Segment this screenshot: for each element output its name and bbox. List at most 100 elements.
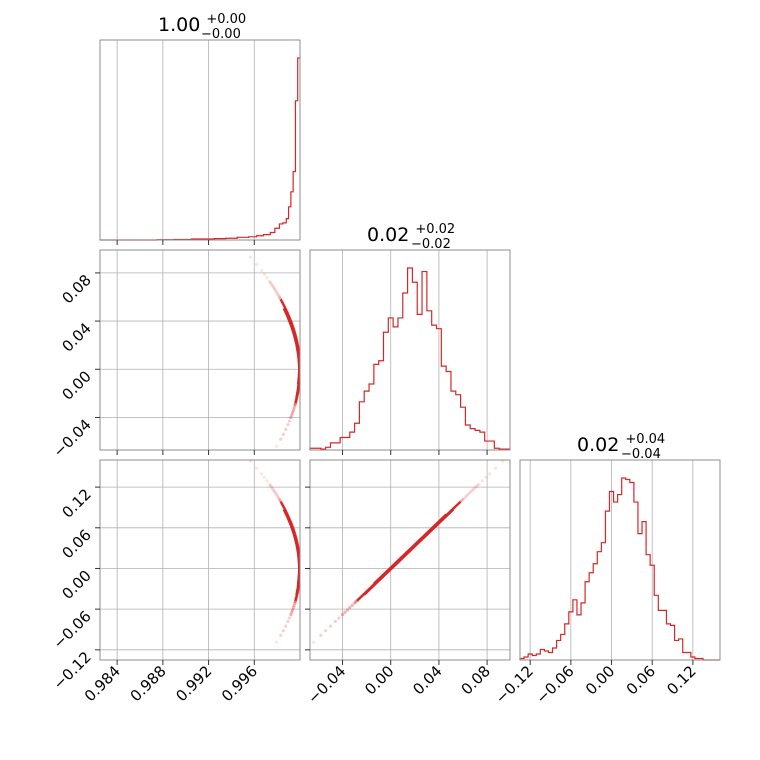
data-layer [100, 57, 720, 661]
scatter-p1-p3-contour-2 [286, 514, 300, 584]
scatter-p1-p2-point-11 [272, 286, 276, 291]
scatter-p1-p2-point-10 [271, 285, 276, 289]
scatter-p2-p3-point-118 [319, 633, 323, 637]
scatter-p1-p2-point-110 [291, 408, 295, 412]
scatter-p1-p3-point-14 [274, 493, 279, 497]
ytick-label-p2-2: 0.04 [58, 319, 94, 355]
scatter-p1-p3-point-19 [278, 498, 282, 503]
scatter-p2-p3-point-114 [337, 616, 341, 620]
scatter-p1-p2-point-111 [290, 411, 295, 415]
scatter-p1-p3-point-12 [273, 490, 277, 495]
scatter-p1-p2-point-3 [262, 272, 266, 276]
title-param-1-value: 1.00 [158, 14, 200, 36]
scatter-p2-p3-point-18 [461, 497, 465, 501]
scatter-p2-p3-point-10 [471, 488, 475, 492]
scatter-p2-p3-point-12 [468, 490, 472, 495]
scatter-p1-p3-point-1 [255, 466, 259, 470]
ytick-label-p2-1: 0.00 [58, 367, 94, 403]
scatter-p2-p3-point-15 [465, 494, 469, 498]
scatter-p1-p3-point-13 [274, 491, 278, 496]
scatter-p1-p3-point-110 [291, 606, 295, 610]
scatter-p1-p2-point-113 [289, 415, 293, 420]
ytick-label-p3-3: 0.06 [58, 526, 94, 562]
xtick-label-p3-2: 0.00 [582, 662, 618, 698]
scatter-p1-p3-point-5 [267, 482, 272, 486]
scatter-p1-p3-point-16 [276, 495, 280, 499]
scatter-p2-p3-point-6 [475, 483, 480, 488]
scatter-p2-p3-point-9 [472, 487, 476, 491]
ytick-label-p3-4: 0.12 [58, 485, 94, 521]
ytick-label-p3-2: 0.00 [58, 567, 94, 603]
ytick-label-p2-3: 0.08 [58, 271, 94, 307]
scatter-p2-p3-point-14 [466, 493, 470, 497]
xtick-label-p2-1: 0.00 [361, 662, 397, 698]
scatter-p1-p2-point-4 [265, 276, 269, 280]
xtick-label-p2-0: −0.04 [304, 662, 349, 707]
scatter-p2-p3-point-11 [469, 489, 474, 493]
title-param-2-minus: −0.02 [411, 237, 451, 252]
panel-scatter-p1-p2 [99, 249, 301, 451]
scatter-p1-p3-point-4 [265, 479, 269, 483]
scatter-p1-p3-point-0 [248, 460, 253, 463]
scatter-p1-p2-point-8 [270, 283, 274, 287]
title-param-3-plus: +0.04 [625, 432, 665, 447]
scatter-p1-p2-point-14 [274, 290, 279, 294]
grid-layer [100, 40, 694, 660]
scatter-p2-p3-point-4 [480, 479, 484, 483]
scatter-p2-p3-point-16 [463, 495, 468, 499]
scatter-p1-p3-point-9 [271, 487, 275, 491]
scatter-p1-p2-contour-2 [286, 311, 300, 385]
scatter-p2-p3-point-0 [501, 460, 505, 463]
scatter-p1-p2-point-114 [287, 419, 292, 423]
scatter-p1-p3-point-113 [289, 612, 293, 617]
scatter-p1-p3-point-116 [284, 624, 288, 628]
scatter-p2-p3-point-13 [467, 491, 471, 496]
scatter-p2-p3-point-108 [352, 601, 357, 605]
scatter-p1-p2-point-19 [278, 296, 282, 300]
histogram-param-1 [100, 57, 300, 241]
scatter-p1-p2-point-2 [259, 268, 264, 273]
scatter-p1-p3-point-10 [271, 488, 276, 492]
title-param-3-minus: −0.04 [621, 447, 661, 462]
scatter-p1-p3-point-107 [293, 600, 297, 604]
scatter-p2-p3-point-3 [484, 475, 488, 480]
scatter-p1-p2-point-117 [281, 432, 285, 436]
panel-hist-1 [99, 39, 301, 241]
panel-scatter-p2-p3 [309, 459, 511, 661]
scatter-p1-p3-point-17 [277, 496, 281, 500]
scatter-p2-p3-contour-2 [373, 513, 447, 585]
scatter-p1-p3-point-15 [275, 494, 279, 498]
scatter-p1-p3-point-112 [290, 610, 294, 614]
scatter-p1-p3-point-108 [293, 601, 297, 605]
scatter-p2-p3-point-2 [487, 472, 492, 476]
scatter-p1-p3-point-119 [274, 640, 279, 644]
xtick-label-p3-0: −0.12 [492, 662, 537, 707]
title-param-1-minus: −0.00 [201, 27, 241, 42]
scatter-p2-p3-point-110 [348, 606, 352, 610]
scatter-p1-p3-point-109 [292, 603, 296, 607]
scatter-p1-p2-point-115 [286, 423, 290, 427]
scatter-p2-p3-point-19 [460, 498, 464, 503]
scatter-p1-p3-point-6 [268, 483, 272, 488]
scatter-p1-p3-point-117 [281, 629, 285, 633]
xtick-label-p3-1: −0.06 [532, 662, 577, 707]
scatter-p2-p3-point-116 [328, 624, 333, 628]
scatter-p1-p2-marks [248, 255, 300, 448]
scatter-p1-p3-point-2 [259, 472, 264, 476]
scatter-p1-p2-point-112 [290, 413, 294, 417]
scatter-p2-p3-marks [312, 460, 505, 644]
scatter-p2-p3-point-112 [343, 610, 347, 614]
scatter-p2-p3-point-113 [340, 612, 345, 617]
xtick-label-p2-3: 0.08 [458, 662, 494, 698]
scatter-p1-p2-point-0 [248, 255, 253, 259]
xtick-label-p1-1: 0.988 [127, 662, 170, 705]
xtick-label-p2-2: 0.04 [409, 662, 445, 698]
scatter-p2-p3-point-111 [345, 608, 349, 612]
scatter-p1-p2-point-12 [273, 288, 277, 292]
scatter-p1-p2-point-16 [276, 292, 280, 297]
title-param-1: 1.00 +0.00 −0.00 [158, 6, 252, 42]
xtick-label-p1-2: 0.992 [172, 662, 215, 705]
scatter-p2-p3-point-109 [350, 603, 354, 607]
ytick-label-p3-1: −0.06 [50, 607, 95, 652]
